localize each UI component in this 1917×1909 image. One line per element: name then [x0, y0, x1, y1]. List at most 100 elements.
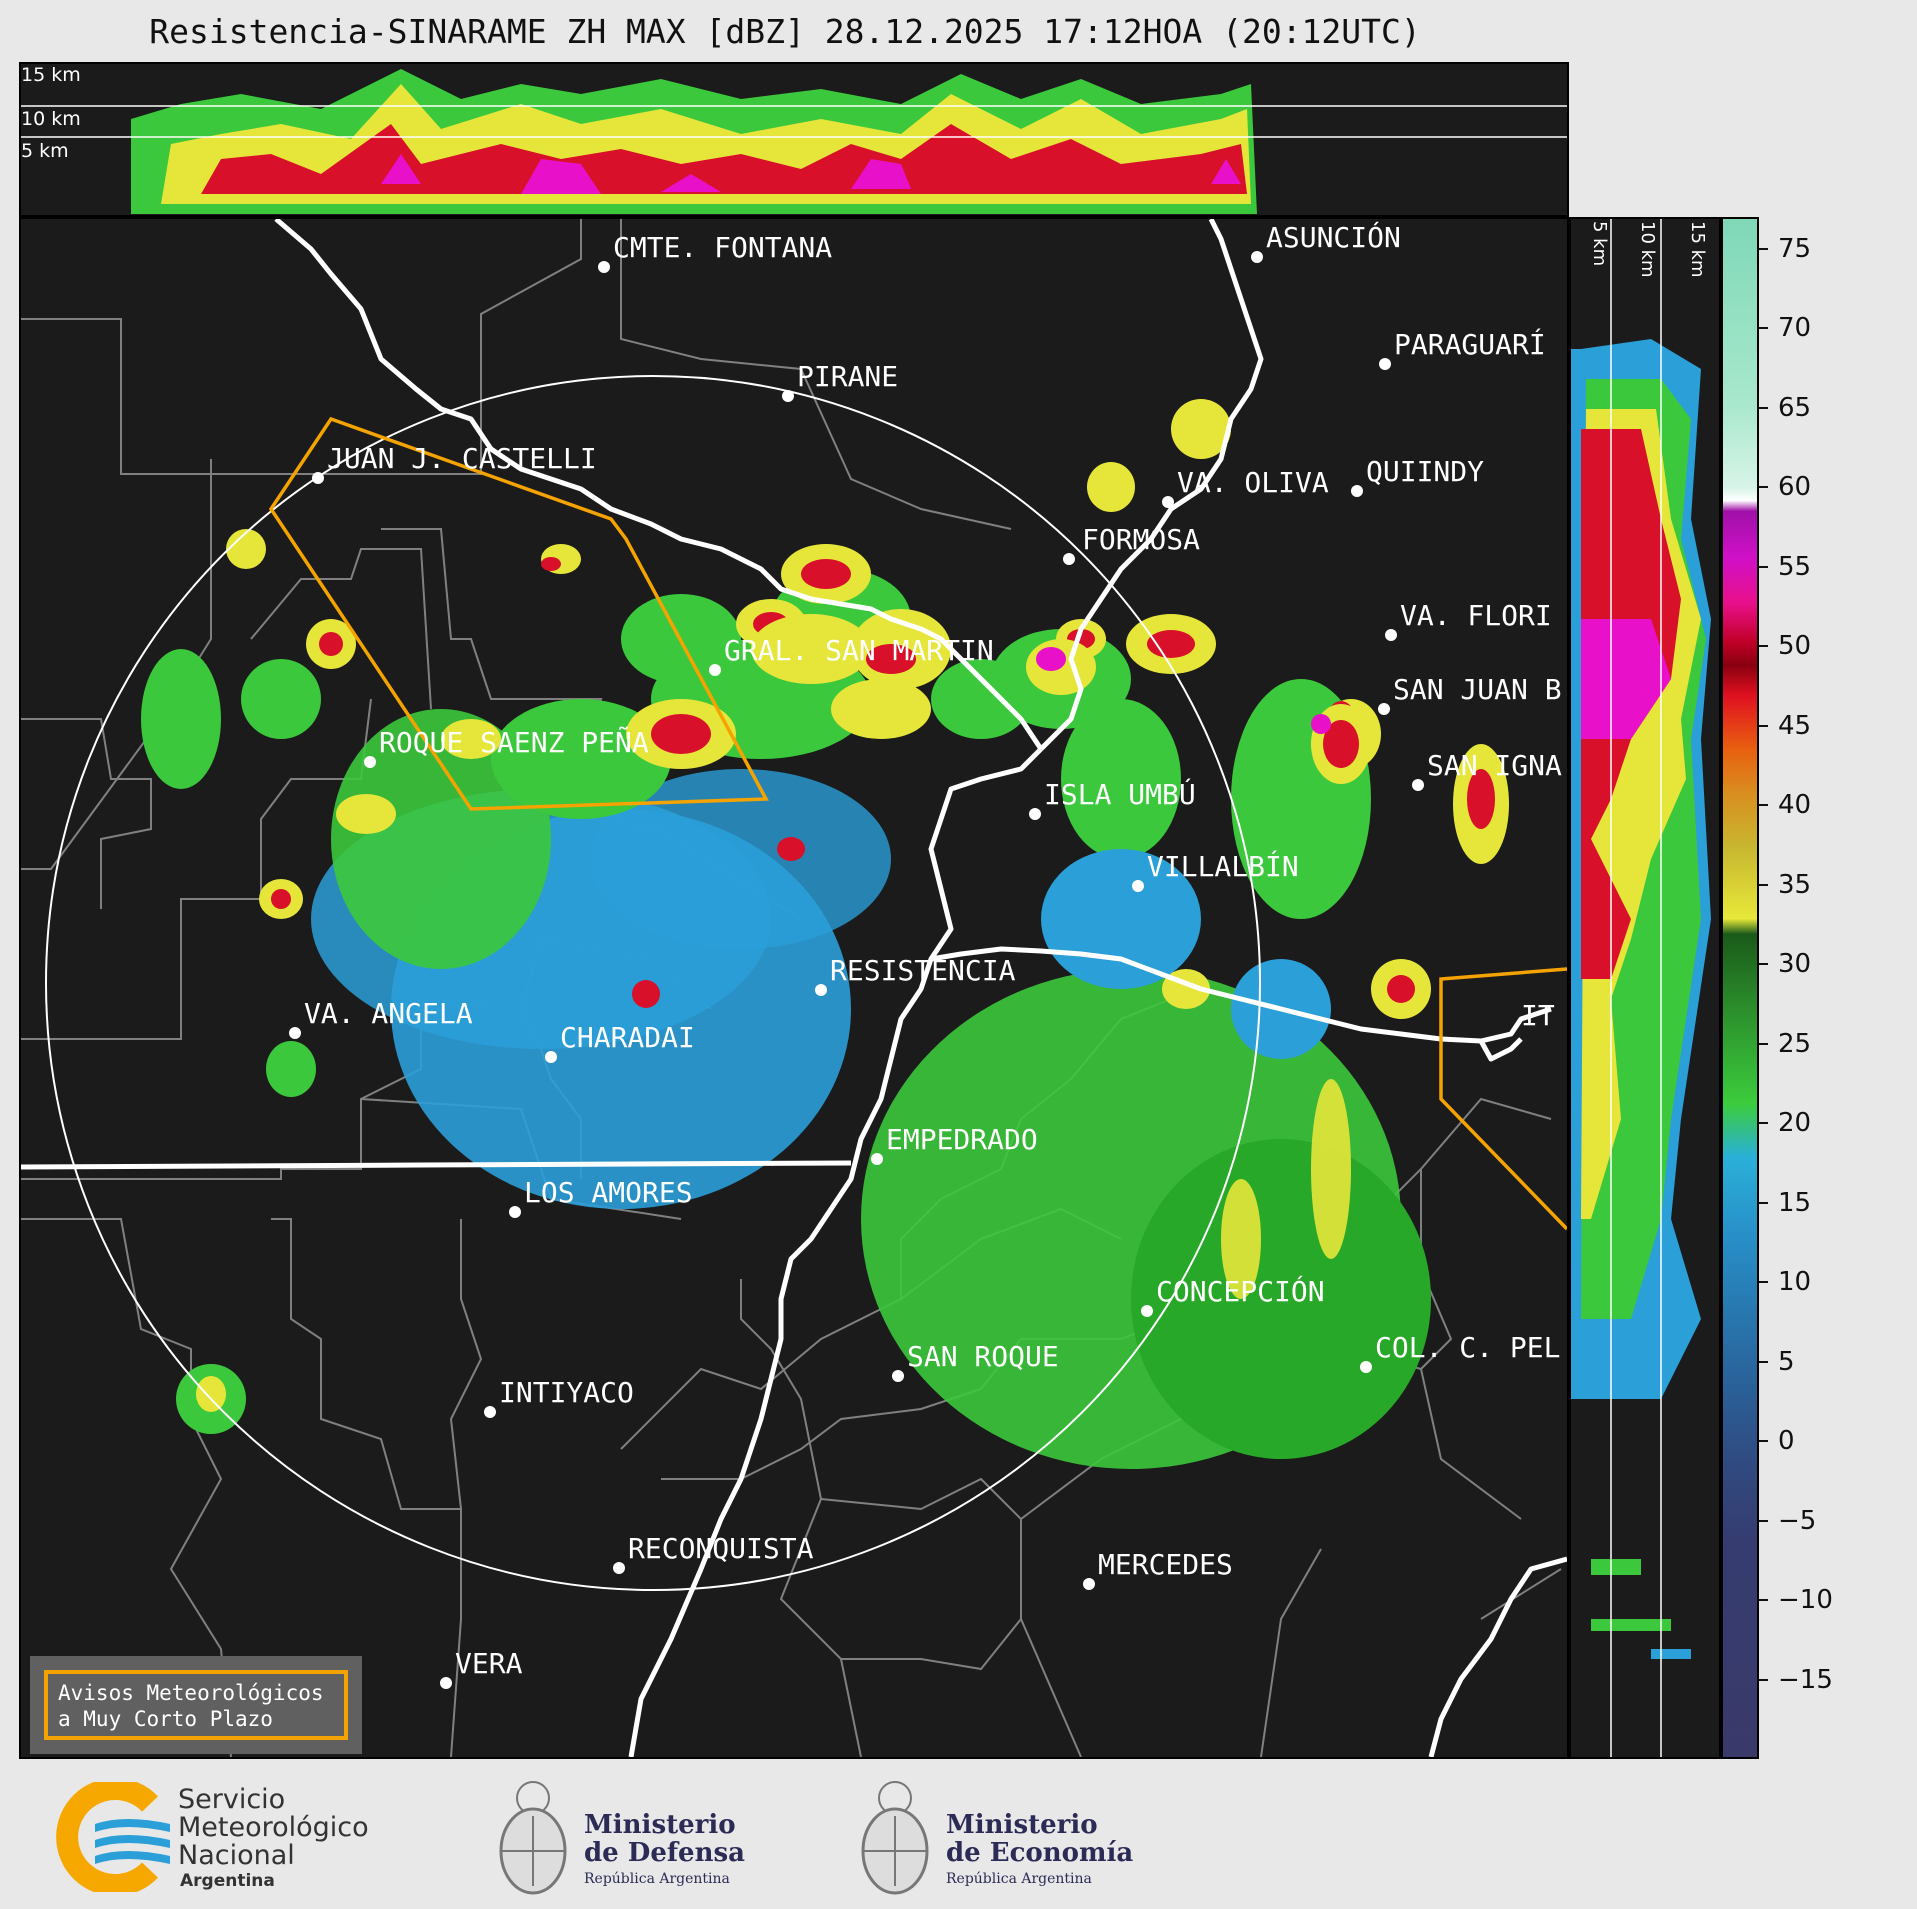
colorbar-tick-mark — [1759, 1599, 1768, 1602]
city-label: SAN JUAN B — [1393, 673, 1562, 706]
city-label: PARAGUARÍ — [1394, 327, 1546, 361]
colorbar-tick-mark — [1759, 486, 1768, 489]
colorbar-tick-label: 15 — [1778, 1187, 1812, 1218]
colorbar-tick-mark — [1759, 645, 1768, 648]
colorbar-tick-label: 40 — [1778, 790, 1812, 821]
top-label-15km: 15 km — [21, 64, 81, 86]
city-markers — [289, 251, 1424, 1689]
side-echo-band — [1571, 339, 1711, 1659]
top-label-10km: 10 km — [21, 108, 81, 130]
colorbar-tick-label: −10 — [1778, 1585, 1833, 1616]
colorbar-tick-mark — [1759, 1281, 1768, 1284]
city-labels: CMTE. FONTANA ASUNCIÓN PARAGUARÍ PIRANE … — [304, 220, 1562, 1680]
city-label: CHARADAI — [560, 1021, 695, 1054]
colorbar-tick-mark — [1759, 406, 1768, 409]
side-label-10km: 10 km — [1637, 221, 1658, 278]
top-cross-section-panel: 15 km 10 km 5 km — [19, 62, 1569, 217]
colorbar-tick-mark — [1759, 247, 1768, 250]
colorbar-tick-mark — [1759, 804, 1768, 807]
colorbar-tick-mark — [1759, 1440, 1768, 1443]
defensa-line2: de Defensa — [584, 1838, 745, 1868]
colorbar-tick-mark — [1759, 724, 1768, 727]
colorbar-tick-mark — [1759, 327, 1768, 330]
colorbar-tick-label: −5 — [1778, 1505, 1817, 1536]
colorbar-tick-label: 10 — [1778, 1267, 1812, 1298]
colorbar-tick-mark — [1759, 963, 1768, 966]
colorbar-tick-label: −15 — [1778, 1664, 1833, 1695]
city-label: ROQUE SAENZ PEÑA — [379, 725, 649, 759]
colorbar-tick-label: 35 — [1778, 869, 1812, 900]
city-label: ASUNCIÓN — [1266, 220, 1401, 254]
warning-polygons — [268, 416, 1567, 1231]
city-label: INTIYACO — [499, 1376, 634, 1409]
economia-line2: de Economía — [946, 1838, 1134, 1868]
colorbar-tick-label: 55 — [1778, 551, 1812, 582]
city-label: IT — [1521, 999, 1555, 1032]
major-borders — [21, 219, 1567, 1757]
city-label: VA. FLORI — [1400, 599, 1552, 632]
city-label: PIRANE — [797, 360, 898, 393]
colorbar-tick-mark — [1759, 1360, 1768, 1363]
smn-line2: Meteorológico — [178, 1812, 369, 1843]
top-echo-band — [131, 69, 1257, 214]
side-label-5km: 5 km — [1589, 221, 1610, 267]
colorbar-tick-label: 30 — [1778, 949, 1812, 980]
warning-link-box[interactable]: Avisos Meteorológicos a Muy Corto Plazo — [30, 1656, 362, 1754]
chart-title: Resistencia-SINARAME ZH MAX [dBZ] 28.12.… — [149, 12, 1421, 51]
colorbar-tick-label: 70 — [1778, 313, 1812, 344]
colorbar-tick-mark — [1759, 1519, 1768, 1522]
economia-line3: República Argentina — [946, 1871, 1092, 1887]
defensa-seal-icon — [499, 1781, 567, 1895]
defensa-line1: Ministerio — [584, 1810, 736, 1840]
colorbar-tick-mark — [1759, 883, 1768, 886]
radar-map-svg: CMTE. FONTANA ASUNCIÓN PARAGUARÍ PIRANE … — [21, 219, 1567, 1757]
colorbar-tick-mark — [1759, 1042, 1768, 1045]
city-label: VILLALBÍN — [1147, 849, 1299, 883]
colorbar-tick-mark — [1759, 1678, 1768, 1681]
city-label: FORMOSA — [1082, 523, 1200, 556]
top-cross-section-svg — [21, 69, 1567, 214]
colorbar-tick-mark — [1759, 1122, 1768, 1125]
smn-line3: Nacional — [178, 1840, 295, 1871]
colorbar-tick-label: 50 — [1778, 631, 1812, 662]
side-cross-section-svg — [1571, 219, 1711, 1757]
city-label: ISLA UMBÚ — [1044, 777, 1196, 811]
colorbar-tick-label: 60 — [1778, 472, 1812, 503]
city-label: RECONQUISTA — [628, 1532, 814, 1565]
warning-link-line1: Avisos Meteorológicos — [58, 1681, 324, 1705]
city-label: VERA — [455, 1647, 523, 1680]
city-label: RESISTENCIA — [830, 954, 1016, 987]
dbz-colorbar — [1721, 217, 1759, 1759]
city-label: JUAN J. CASTELLI — [327, 442, 597, 475]
smn-line4: Argentina — [180, 1871, 275, 1891]
city-label: COL. C. PEL — [1375, 1331, 1560, 1364]
range-ring — [45, 375, 1261, 1591]
colorbar-tick-label: 45 — [1778, 710, 1812, 741]
city-label: GRAL. SAN MARTIN — [724, 634, 994, 667]
city-label: VA. OLIVA — [1177, 466, 1329, 499]
colorbar-tick-mark — [1759, 1201, 1768, 1204]
defensa-line3: República Argentina — [584, 1871, 730, 1887]
colorbar-tick-label: 65 — [1778, 392, 1812, 423]
economia-line1: Ministerio — [946, 1810, 1098, 1840]
city-label: CMTE. FONTANA — [613, 231, 832, 264]
warning-polygon-east — [1439, 967, 1567, 1231]
top-label-5km: 5 km — [21, 140, 69, 162]
colorbar-tick-mark — [1759, 565, 1768, 568]
city-label: MERCEDES — [1098, 1548, 1233, 1581]
radar-echoes — [141, 399, 1509, 1469]
city-label: SAN ROQUE — [907, 1340, 1059, 1373]
smn-line1: Servicio — [178, 1784, 286, 1815]
colorbar-tick-label: 75 — [1778, 233, 1812, 264]
city-label: EMPEDRADO — [886, 1123, 1038, 1156]
city-label: LOS AMORES — [524, 1176, 693, 1209]
smn-logo-icon — [56, 1782, 170, 1892]
footer: Servicio Meteorológico Nacional Argentin… — [0, 1762, 1917, 1909]
colorbar-tick-label: 20 — [1778, 1108, 1812, 1139]
city-label: CONCEPCIÓN — [1156, 1274, 1325, 1308]
city-label: SAN IGNA — [1427, 749, 1562, 782]
colorbar-tick-label: 0 — [1778, 1426, 1795, 1457]
warning-polygon-north — [268, 416, 769, 811]
colorbar-tick-label: 25 — [1778, 1028, 1812, 1059]
city-label: VA. ANGELA — [304, 997, 473, 1030]
